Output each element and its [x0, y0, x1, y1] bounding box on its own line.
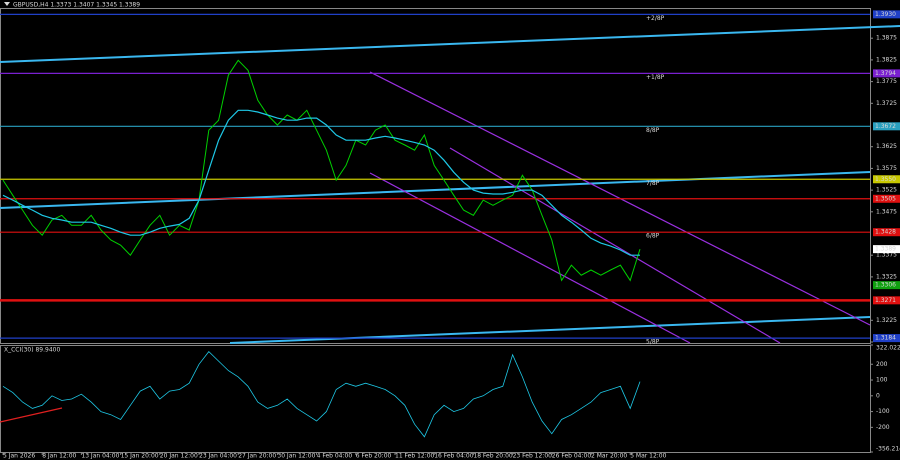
y-tick-label: 1.3525 — [876, 187, 897, 194]
title-icon — [4, 2, 10, 6]
series-line — [2, 351, 641, 438]
murray-label: +2/8P — [646, 15, 665, 22]
murray-label: 5/8P — [646, 339, 660, 346]
level-label-bg — [873, 194, 900, 203]
series-line — [2, 59, 641, 282]
level-label: 1.3505 — [875, 195, 896, 202]
trend-line — [0, 171, 871, 209]
level-label: 1.3550 — [875, 176, 896, 183]
murray-label: 6/8P — [646, 233, 660, 240]
level-label: 1.3930 — [875, 11, 896, 18]
level-label: 1.3794 — [875, 70, 896, 77]
x-tick-label: 15 Jan 20:00 — [121, 453, 159, 460]
y-tick-label: 1.3625 — [876, 143, 897, 150]
x-tick-label: 26 Feb 04:00 — [552, 453, 592, 460]
level-label-bg — [873, 228, 900, 237]
level-label-bg — [873, 122, 900, 131]
murray-label: +1/8P — [646, 74, 665, 81]
y-tick-label: 1.3825 — [876, 56, 897, 63]
y-tick-label: 100 — [876, 377, 888, 384]
level-label-bg — [873, 334, 900, 343]
x-tick-label: 5 Mar 12:00 — [630, 453, 666, 460]
y-tick-label: 1.3875 — [876, 35, 897, 42]
x-tick-label: 23 Jan 04:00 — [199, 453, 237, 460]
murray-label: 8/8P — [646, 127, 660, 134]
y-tick-label: 1.3375 — [876, 252, 897, 259]
level-label-bg — [873, 69, 900, 78]
x-tick-label: 2 Mar 20:00 — [591, 453, 627, 460]
x-tick-label: 6 Feb 20:00 — [356, 453, 392, 460]
channel-line — [449, 147, 781, 344]
y-tick-label: 200 — [876, 361, 888, 368]
y-tick-label: 0 — [876, 392, 880, 399]
y-tick-label: -356.2141 — [876, 446, 900, 453]
x-tick-label: 18 Feb 20:00 — [473, 453, 513, 460]
last-price-bg — [873, 245, 900, 254]
murray-label: 7/8P — [646, 180, 660, 187]
x-tick-label: 27 Jan 20:00 — [238, 453, 276, 460]
x-tick-label: 5 Jan 2026 — [3, 453, 35, 460]
chart-title: GBPUSD,H4 1.3373 1.3407 1.3345 1.3389 — [13, 2, 140, 9]
y-tick-label: 1.3475 — [876, 208, 897, 215]
level-label: 1.3306 — [875, 282, 896, 289]
y-tick-label: -100 — [876, 408, 890, 415]
level-label-bg — [873, 296, 900, 305]
x-tick-label: 16 Feb 04:00 — [434, 453, 474, 460]
x-tick-label: 11 Feb 12:00 — [395, 453, 435, 460]
cci-frame — [0, 345, 871, 453]
cci-title: X_CCI(30) 89.9400 — [4, 347, 60, 354]
x-tick-label: 13 Jan 04:00 — [81, 453, 119, 460]
y-tick-label: 1.3325 — [876, 273, 897, 280]
level-label: 1.3428 — [875, 229, 896, 236]
level-label-bg — [873, 281, 900, 290]
cci-trend-line — [0, 407, 63, 423]
x-tick-label: 23 Feb 12:00 — [513, 453, 553, 460]
y-tick-label: 1.3225 — [876, 317, 897, 324]
series-line — [2, 109, 640, 256]
level-label: 1.3184 — [875, 335, 896, 342]
y-tick-label: -200 — [876, 424, 890, 431]
trend-line — [0, 25, 900, 63]
x-tick-label: 8 Jan 12:00 — [42, 453, 76, 460]
level-label: 1.3271 — [875, 297, 896, 304]
level-label-bg — [873, 10, 900, 19]
y-tick-label: 1.3725 — [876, 100, 897, 107]
x-tick-label: 30 Jan 12:00 — [277, 453, 315, 460]
main-frame — [0, 8, 871, 344]
y-tick-label: 1.3575 — [876, 165, 897, 172]
level-label-bg — [873, 175, 900, 184]
x-tick-label: 20 Jan 12:00 — [160, 453, 198, 460]
last-price-label: 1.3389 — [875, 246, 896, 253]
y-tick-label: 322.0224 — [876, 345, 900, 352]
y-tick-label: 1.3775 — [876, 78, 897, 85]
level-label: 1.3672 — [875, 123, 896, 130]
x-tick-label: 4 Feb 04:00 — [317, 453, 353, 460]
channel-line — [369, 172, 691, 344]
